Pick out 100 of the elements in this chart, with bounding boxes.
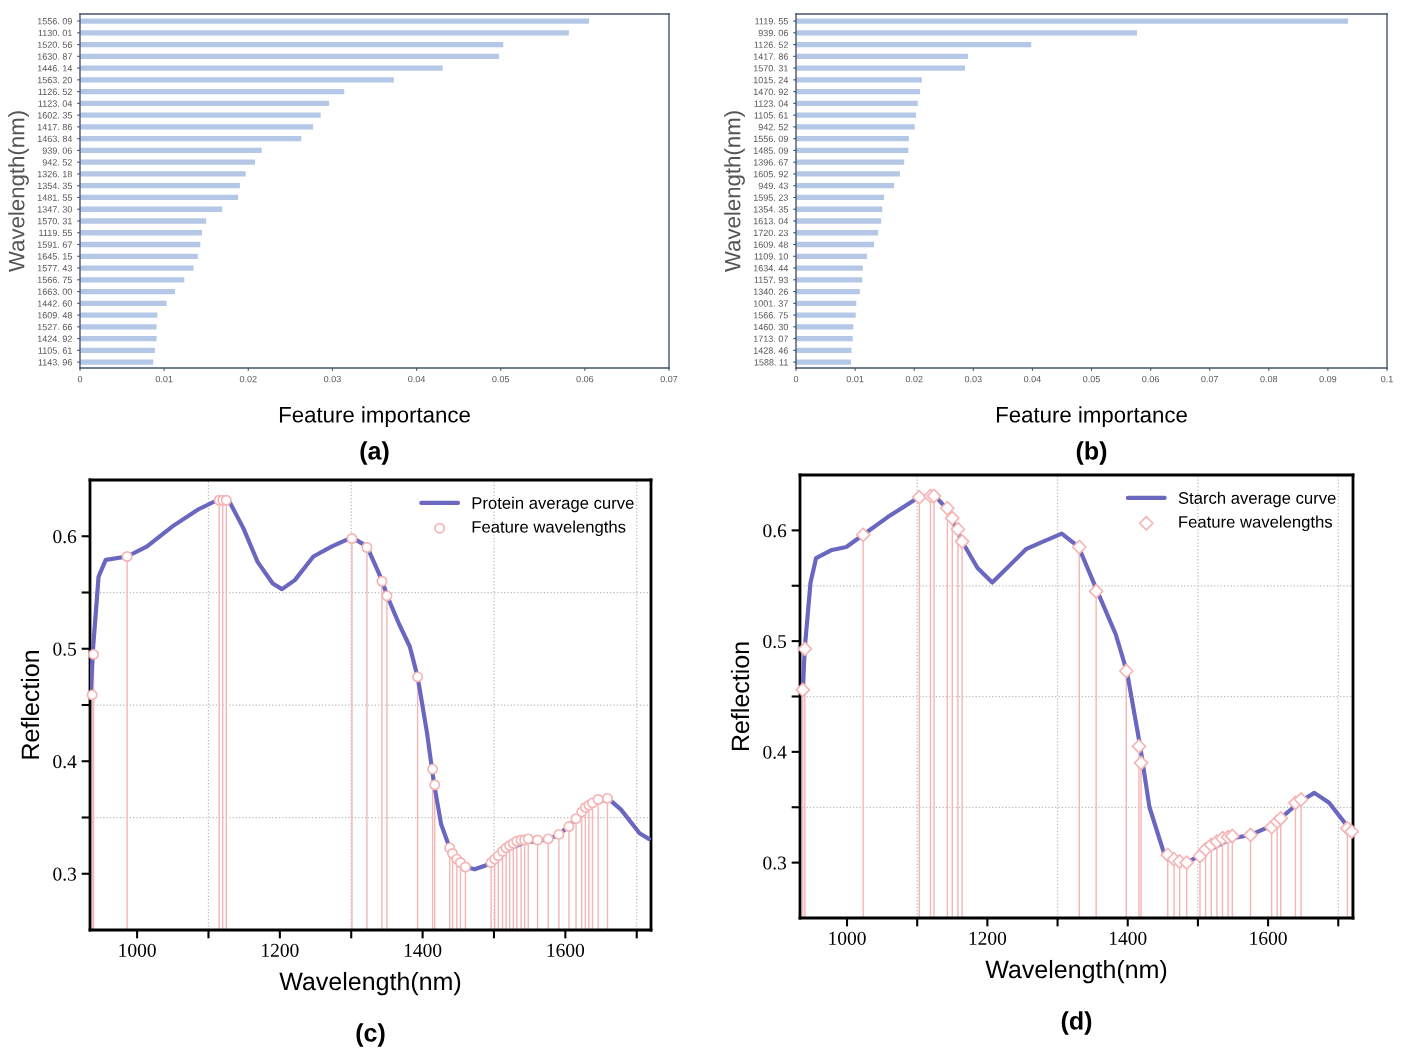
y-tick-label: 1570. 31 <box>37 217 72 225</box>
legend-label: Feature wavelengths <box>1179 515 1333 532</box>
y-tick-label: 939. 06 <box>758 29 788 37</box>
x-axis-title: Feature importance <box>279 406 470 427</box>
legend-label: Protein average curve <box>472 496 634 513</box>
y-tick-label: 942. 52 <box>42 159 72 166</box>
y-tick-label: 1566. 75 <box>753 312 788 319</box>
y-tick-label: 1130. 01 <box>38 29 72 37</box>
y-tick-label: 1417. 86 <box>753 53 788 60</box>
y-tick-label: 1354. 35 <box>37 182 72 190</box>
y-tick-label: 1354. 35 <box>753 206 788 213</box>
x-tick-label: 0.02 <box>239 375 257 383</box>
x-tick-label: 1000 <box>119 943 156 957</box>
text: (b) <box>1076 441 1107 465</box>
x-tick-label: 1200 <box>262 943 299 957</box>
text: (c) <box>356 1023 385 1047</box>
y-tick-label: 1446. 14 <box>37 65 73 72</box>
x-axis-title: Wavelength(nm) <box>985 959 1167 984</box>
y-axis-title: Wavelength(nm) <box>8 111 29 272</box>
y-tick-label: 1485. 09 <box>753 147 788 154</box>
text: (a) <box>360 441 389 465</box>
y-tick-label: 1109. 10 <box>754 253 789 260</box>
y-tick-label: 1123. 04 <box>38 100 73 107</box>
y-tick-label: 1520. 56 <box>37 41 72 48</box>
x-tick-label: 0.07 <box>1201 375 1219 383</box>
y-tick-label: 1463. 84 <box>37 135 73 143</box>
x-tick-label: 0.01 <box>846 375 864 383</box>
y-tick-label: 949. 43 <box>758 182 788 190</box>
y-tick-label: 1340. 26 <box>753 288 788 295</box>
y-tick-label: 1417. 86 <box>37 123 72 131</box>
x-tick-label: 0 <box>77 375 83 383</box>
y-tick-label: 1609. 48 <box>753 241 788 248</box>
x-tick-label: 0.01 <box>155 375 173 383</box>
y-tick-label: 0.3 <box>53 867 77 881</box>
x-tick-label: 1600 <box>547 943 585 957</box>
x-tick-label: 0 <box>793 375 799 383</box>
y-tick-label: 1713. 07 <box>753 335 788 342</box>
x-tick-label: 0.09 <box>1319 375 1337 383</box>
x-tick-label: 0.04 <box>408 375 426 383</box>
x-tick-label: 0.05 <box>492 375 510 383</box>
y-tick-label: 1326. 18 <box>37 170 72 178</box>
y-tick-label: 1470. 92 <box>753 88 788 95</box>
y-axis-title: Reflection <box>20 651 40 759</box>
y-tick-label: 1663. 00 <box>37 288 73 295</box>
y-tick-label: 1577. 43 <box>37 265 72 272</box>
x-tick-label: 0.08 <box>1260 375 1278 383</box>
x-tick-label: 0.07 <box>660 375 678 383</box>
x-tick-label: 1600 <box>1250 931 1287 945</box>
x-tick-label: 1400 <box>1110 931 1147 945</box>
y-tick-label: 1015. 24 <box>753 76 789 84</box>
y-tick-label: 1428. 46 <box>753 347 788 354</box>
x-tick-label: 0.03 <box>324 375 341 383</box>
y-tick-label: 1001. 37 <box>753 300 788 307</box>
y-tick-label: 1126. 52 <box>754 41 788 48</box>
y-tick-label: 1126. 52 <box>38 88 72 95</box>
y-tick-label: 1591. 67 <box>37 241 72 248</box>
text: (d) <box>1061 1011 1092 1035</box>
legend-label: Feature wavelengths <box>472 520 626 537</box>
y-tick-label: 1527. 66 <box>37 323 72 331</box>
y-tick-label: 1119. 55 <box>39 229 72 237</box>
y-axis-title: Reflection <box>730 642 750 751</box>
y-tick-label: 1556. 09 <box>37 18 72 25</box>
y-tick-label: 1157. 93 <box>754 276 788 284</box>
y-tick-label: 0.3 <box>763 856 787 870</box>
x-tick-label: 1200 <box>969 931 1007 945</box>
y-tick-label: 942. 52 <box>758 123 788 131</box>
y-tick-label: 0.5 <box>763 634 787 649</box>
x-tick-label: 0.06 <box>1142 375 1159 383</box>
x-tick-label: 0.06 <box>576 375 594 383</box>
y-tick-label: 1634. 44 <box>753 265 789 272</box>
y-tick-label: 1105. 61 <box>754 112 788 119</box>
x-tick-label: 0.03 <box>964 375 982 383</box>
y-tick-label: 0.6 <box>53 530 77 544</box>
x-tick-label: 0.02 <box>905 375 923 383</box>
y-tick-label: 1424. 92 <box>37 335 72 342</box>
y-tick-label: 1105. 61 <box>38 347 72 354</box>
y-tick-label: 1556. 09 <box>753 135 788 143</box>
y-tick-label: 1720. 23 <box>753 229 788 237</box>
x-axis-title: Feature importance <box>996 406 1187 427</box>
y-tick-label: 939. 06 <box>42 147 72 154</box>
y-tick-label: 1602. 35 <box>37 112 72 119</box>
y-tick-label: 0.4 <box>53 755 77 769</box>
y-tick-label: 1566. 75 <box>37 276 72 284</box>
legend-label: Starch average curve <box>1178 491 1336 508</box>
x-axis-title: Wavelength(nm) <box>279 971 461 996</box>
y-tick-label: 1630. 87 <box>37 53 72 60</box>
x-tick-label: 0.1 <box>1381 375 1393 383</box>
y-tick-label: 1588. 11 <box>754 359 788 366</box>
y-tick-label: 1645. 15 <box>37 253 72 260</box>
y-tick-label: 1609. 48 <box>37 312 72 319</box>
y-tick-label: 0.4 <box>763 745 787 759</box>
y-tick-label: 1143. 96 <box>38 359 72 366</box>
y-tick-label: 1563. 20 <box>37 76 73 84</box>
y-tick-label: 1595. 23 <box>753 194 788 201</box>
y-tick-label: 1123. 04 <box>754 100 789 107</box>
y-tick-label: 1396. 67 <box>753 159 788 166</box>
x-tick-label: 1400 <box>404 943 442 957</box>
y-tick-label: 0.6 <box>763 524 787 538</box>
y-tick-label: 1613. 04 <box>753 217 789 225</box>
y-tick-label: 0.5 <box>53 642 77 656</box>
